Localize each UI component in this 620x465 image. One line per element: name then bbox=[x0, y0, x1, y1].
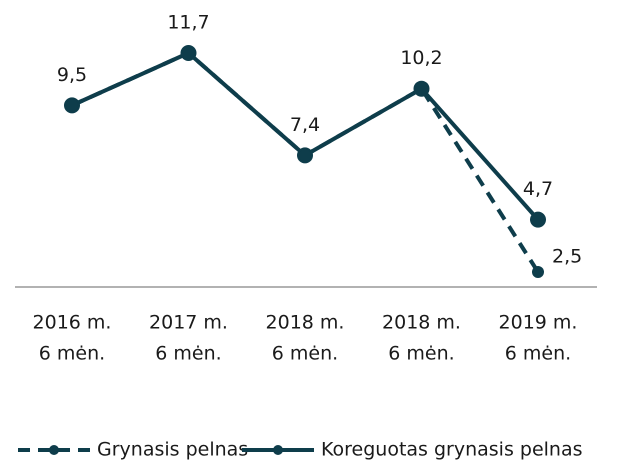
point bbox=[66, 99, 78, 112]
x-tick-label: 2018 m. bbox=[266, 312, 345, 334]
x-tick-label: 6 mėn. bbox=[505, 343, 571, 365]
data-label: 4,7 bbox=[523, 178, 553, 200]
data-label: 11,7 bbox=[167, 12, 209, 34]
x-tick-label: 6 mėn. bbox=[155, 343, 221, 365]
point bbox=[182, 47, 195, 59]
legend-marker bbox=[49, 445, 59, 455]
x-tick-label: 2018 m. bbox=[382, 312, 461, 334]
point bbox=[530, 211, 546, 228]
point bbox=[532, 266, 544, 278]
x-tick-label: 6 mėn. bbox=[272, 343, 338, 365]
legend-label: Koreguotas grynasis pelnas bbox=[321, 439, 583, 461]
data-label: 10,2 bbox=[400, 47, 442, 69]
x-tick-label: 2019 m. bbox=[499, 312, 578, 334]
legend-label: Grynasis pelnas bbox=[97, 439, 248, 461]
x-tick-label: 6 mėn. bbox=[39, 343, 105, 365]
line-series bbox=[71, 51, 540, 221]
legend-marker bbox=[273, 445, 283, 455]
data-label: 7,4 bbox=[290, 114, 320, 136]
x-tick-label: 2016 m. bbox=[33, 312, 112, 334]
point bbox=[415, 82, 428, 95]
data-label: 9,5 bbox=[57, 64, 87, 86]
point bbox=[299, 149, 311, 162]
data-label: 2,5 bbox=[552, 246, 582, 268]
x-tick-label: 2017 m. bbox=[149, 312, 228, 334]
x-tick-label: 6 mėn. bbox=[388, 343, 454, 365]
